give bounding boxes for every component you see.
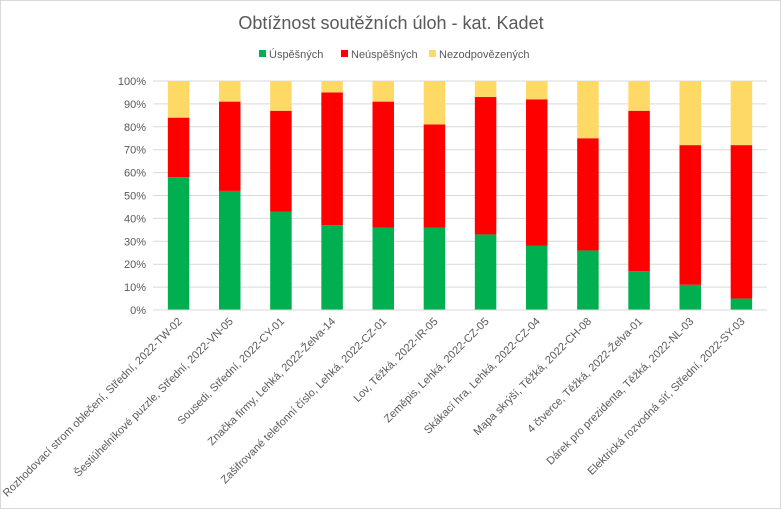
legend-label-uspesnych: Úspěšných bbox=[269, 48, 323, 61]
bar-segment-nezodpovezenych bbox=[730, 81, 753, 146]
x-category-label: Lov, Těžká, 2022-IR-05 bbox=[351, 316, 440, 405]
y-tick-label: 30% bbox=[124, 236, 146, 248]
bar-segment-nezodpovezenych bbox=[372, 81, 394, 102]
bar-segment-neuspesnych bbox=[372, 101, 394, 228]
legend-swatch-nezodpovezenych bbox=[429, 50, 436, 57]
bar-segment-nezodpovezenych bbox=[423, 81, 446, 125]
x-axis: Rozhodovací strom oblečení, Střední, 202… bbox=[1, 309, 767, 500]
bar-segment-neuspesnych bbox=[679, 145, 701, 285]
bar-segment-uspesnych bbox=[679, 284, 701, 310]
bar-segment-uspesnych bbox=[730, 298, 753, 310]
bar-segment-neuspesnych bbox=[219, 101, 241, 191]
legend: Úspěšných Neúspěšných Nezodpovězených bbox=[259, 48, 530, 61]
legend-label-neuspesnych: Neúspěšných bbox=[351, 49, 418, 61]
bar-segment-neuspesnych bbox=[730, 145, 753, 299]
bar-segment-neuspesnych bbox=[321, 92, 343, 226]
bar-segment-neuspesnych bbox=[526, 99, 548, 246]
bar-segment-neuspesnych bbox=[423, 124, 446, 228]
legend-swatch-neuspesnych bbox=[341, 50, 348, 57]
bar-segment-neuspesnych bbox=[474, 97, 497, 235]
bar-segment-uspesnych bbox=[270, 211, 292, 310]
bar-segment-nezodpovezenych bbox=[474, 81, 497, 98]
bar-segment-neuspesnych bbox=[577, 138, 599, 251]
x-category-label: Rozhodovací strom oblečení, Střední, 202… bbox=[1, 316, 185, 500]
y-axis: 0% 10% 20% 30% 40% 50% 60% 70% 80% 90% 100% bbox=[118, 76, 146, 317]
bar-segment-uspesnych bbox=[526, 245, 548, 310]
bar-segment-uspesnych bbox=[167, 177, 190, 310]
bar-segment-nezodpovezenych bbox=[321, 81, 343, 93]
y-tick-label: 70% bbox=[124, 145, 146, 157]
gridlines bbox=[153, 80, 767, 311]
bars bbox=[167, 81, 753, 310]
bar-segment-neuspesnych bbox=[167, 117, 190, 178]
y-tick-label: 50% bbox=[124, 191, 146, 203]
bar-segment-nezodpovezenych bbox=[526, 81, 548, 100]
y-tick-label: 10% bbox=[124, 282, 146, 294]
bar-segment-uspesnych bbox=[321, 225, 343, 310]
legend-swatch-uspesnych bbox=[259, 50, 266, 57]
y-tick-label: 40% bbox=[124, 213, 146, 225]
bar-segment-uspesnych bbox=[577, 250, 599, 310]
bar-segment-uspesnych bbox=[474, 234, 497, 310]
y-tick-label: 80% bbox=[124, 122, 146, 134]
bar-segment-uspesnych bbox=[372, 227, 394, 310]
legend-label-nezodpovezenych: Nezodpovězených bbox=[439, 49, 530, 61]
bar-segment-nezodpovezenych bbox=[577, 81, 599, 139]
x-category-label: Zeměpis, Lehká, 2022-CZ-05 bbox=[382, 316, 492, 426]
y-tick-label: 90% bbox=[124, 99, 146, 111]
bar-segment-nezodpovezenych bbox=[219, 81, 241, 102]
bar-segment-nezodpovezenych bbox=[167, 81, 190, 118]
chart-title: Obtížnost soutěžních úloh - kat. Kadet bbox=[238, 13, 543, 33]
y-tick-label: 0% bbox=[130, 305, 146, 317]
y-tick-label: 60% bbox=[124, 168, 146, 180]
bar-segment-neuspesnych bbox=[628, 110, 650, 272]
bar-segment-nezodpovezenych bbox=[628, 81, 650, 111]
bar-segment-nezodpovezenych bbox=[270, 81, 292, 111]
y-tick-label: 20% bbox=[124, 259, 146, 271]
bar-segment-uspesnych bbox=[423, 227, 446, 310]
bar-segment-neuspesnych bbox=[270, 110, 292, 212]
bar-segment-nezodpovezenych bbox=[679, 81, 701, 146]
x-category-label: Sousedi, Střední, 2022-CY-01 bbox=[175, 316, 287, 428]
bar-segment-uspesnych bbox=[219, 190, 241, 310]
y-tick-label: 100% bbox=[118, 76, 146, 88]
bar-segment-uspesnych bbox=[628, 271, 650, 310]
